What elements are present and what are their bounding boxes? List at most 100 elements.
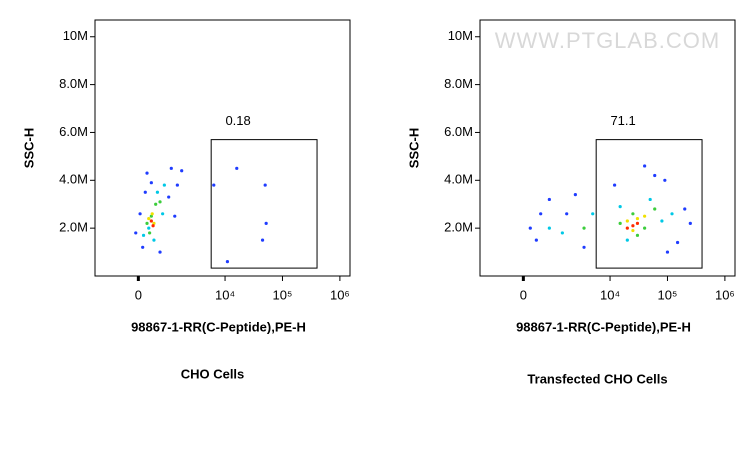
event-dot xyxy=(635,216,640,221)
plot-frame xyxy=(94,19,351,277)
event-dot xyxy=(154,202,158,206)
x-tick-label: 10⁶ xyxy=(330,287,350,302)
event-dot xyxy=(147,226,151,230)
y-tick-label: 4.0M xyxy=(444,172,473,187)
event-dot xyxy=(264,221,268,225)
event-dot xyxy=(134,231,138,235)
x-axis-label: 98867-1-RR(C-Peptide),PE-H xyxy=(131,319,306,334)
event-dot xyxy=(653,173,657,178)
event-dot xyxy=(235,166,239,170)
gate xyxy=(595,139,703,269)
event-dot xyxy=(648,197,652,202)
event-dot xyxy=(653,207,657,211)
event-dot xyxy=(539,212,543,216)
chart-title: CHO Cells xyxy=(181,366,245,381)
event-dot xyxy=(158,200,162,204)
x-tick-label: 10⁵ xyxy=(658,287,678,302)
event-dot xyxy=(643,226,647,230)
event-dot xyxy=(612,183,617,187)
event-dot xyxy=(683,207,687,211)
chart: WWW.PTGLAB.COM 2.0M 4.0M 6.0M 8.0M 10M 0 10⁴ 10⁵… xyxy=(406,19,736,386)
gate-label: 71.1 xyxy=(610,113,635,128)
event-dot xyxy=(625,219,629,223)
event-dot xyxy=(152,238,156,242)
event-dot xyxy=(147,216,151,221)
event-dot xyxy=(175,183,179,187)
event-dot xyxy=(145,171,149,175)
x-tick-label: 10⁵ xyxy=(273,287,293,302)
gate xyxy=(210,139,318,269)
event-dot xyxy=(582,226,586,230)
x-tick-label: 0 xyxy=(135,287,142,302)
event-dot xyxy=(631,228,635,233)
event-dot xyxy=(260,238,265,242)
y-tick-label: 6.0M xyxy=(59,124,88,139)
event-dot xyxy=(158,250,162,254)
event-dot xyxy=(138,212,142,216)
event-dot xyxy=(141,245,145,249)
event-dot xyxy=(169,166,173,170)
event-dot xyxy=(625,238,629,242)
event-dot xyxy=(643,214,647,218)
event-dot xyxy=(565,212,569,216)
event-dot xyxy=(180,169,184,173)
gate-label: 0.18 xyxy=(225,113,250,128)
y-tick-label: 8.0M xyxy=(444,76,473,91)
event-dot xyxy=(151,224,155,228)
event-dot xyxy=(225,260,230,264)
event-dot xyxy=(631,212,635,216)
y-tick-label: 10M xyxy=(448,28,473,43)
chart: 2.0M 4.0M 6.0M 8.0M 10M 0 10⁴ 10⁵ 10⁶ 0.18 SSC-H 98… xyxy=(21,19,351,381)
event-dot xyxy=(161,212,165,216)
event-dot xyxy=(150,212,154,216)
x-axis-label: 98867-1-RR(C-Peptide),PE-H xyxy=(516,319,691,334)
event-dot xyxy=(547,197,551,202)
x-tick-label: 0 xyxy=(520,287,527,302)
event-dot xyxy=(145,221,149,225)
y-axis-label: SSC-H xyxy=(21,128,36,168)
event-dot xyxy=(528,226,532,230)
event-dot xyxy=(663,178,667,182)
event-dot xyxy=(643,164,647,168)
event-dot xyxy=(660,219,664,223)
event-dot xyxy=(149,219,153,223)
plot-frame xyxy=(479,19,736,277)
x-tick-label: 10⁴ xyxy=(215,287,235,302)
event-dot xyxy=(547,226,551,230)
event-dot xyxy=(212,183,216,187)
event-dot xyxy=(618,205,622,209)
x-tick-label: 10⁶ xyxy=(715,287,735,302)
y-tick-label: 8.0M xyxy=(59,76,88,91)
event-dot xyxy=(625,226,629,230)
event-dot xyxy=(173,214,177,218)
event-dot xyxy=(591,212,595,216)
event-dot xyxy=(582,245,586,249)
event-dot xyxy=(560,231,564,235)
event-dot xyxy=(665,250,670,254)
event-dot xyxy=(143,190,147,194)
event-dot xyxy=(149,181,153,185)
event-dot xyxy=(631,224,635,228)
event-dot xyxy=(534,238,538,242)
event-dot xyxy=(675,240,680,245)
event-dot xyxy=(618,221,622,225)
event-dot xyxy=(141,233,146,237)
y-tick-label: 6.0M xyxy=(444,124,473,139)
y-axis-label: SSC-H xyxy=(406,128,421,168)
watermark: WWW.PTGLAB.COM xyxy=(495,28,720,53)
y-tick-label: 4.0M xyxy=(59,172,88,187)
event-dot xyxy=(263,183,267,187)
event-dot xyxy=(167,195,171,199)
y-tick-label: 2.0M xyxy=(444,220,473,235)
event-dot xyxy=(635,233,640,237)
event-dot xyxy=(148,231,152,235)
event-dot xyxy=(688,221,692,225)
y-tick-label: 10M xyxy=(63,28,88,43)
event-dot xyxy=(670,212,674,216)
event-dot xyxy=(155,190,160,194)
event-dot xyxy=(635,221,640,225)
chart-title: Transfected CHO Cells xyxy=(527,371,667,386)
event-dot xyxy=(162,183,166,187)
event-dot xyxy=(573,193,577,197)
